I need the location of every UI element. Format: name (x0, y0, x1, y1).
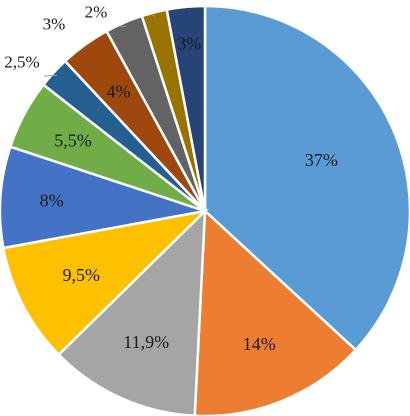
pie-slices (0, 4, 410, 416)
leader-lines (43, 14, 156, 77)
slice-label-11: 3% (177, 34, 201, 54)
pie-slice-5 (0, 145, 206, 250)
slice-label-10: 2% (85, 3, 108, 22)
slice-label-5: 8% (40, 190, 64, 210)
slice-label-3: 11,9% (123, 332, 169, 352)
pie-slice-4 (1, 209, 209, 357)
slice-label-2: 14% (243, 334, 276, 354)
pie-slice-11 (165, 4, 207, 212)
slice-label-7: 2,5% (4, 53, 39, 72)
slice-label-4: 9,5% (63, 265, 101, 285)
pie-slice-3 (56, 207, 207, 416)
slice-label-1: 37% (305, 150, 338, 170)
slice-labels: 37% 14% 11,9% 9,5% 8% 5,5% 2,5% 4% 3% 2% 3% (4, 3, 338, 354)
slice-label-8: 4% (107, 81, 131, 101)
leader-line-7 (43, 74, 57, 77)
leader-line-10 (151, 14, 156, 17)
slice-label-9: 3% (43, 15, 66, 34)
pie-slice-1 (203, 4, 410, 352)
slice-label-6: 5,5% (54, 130, 92, 150)
